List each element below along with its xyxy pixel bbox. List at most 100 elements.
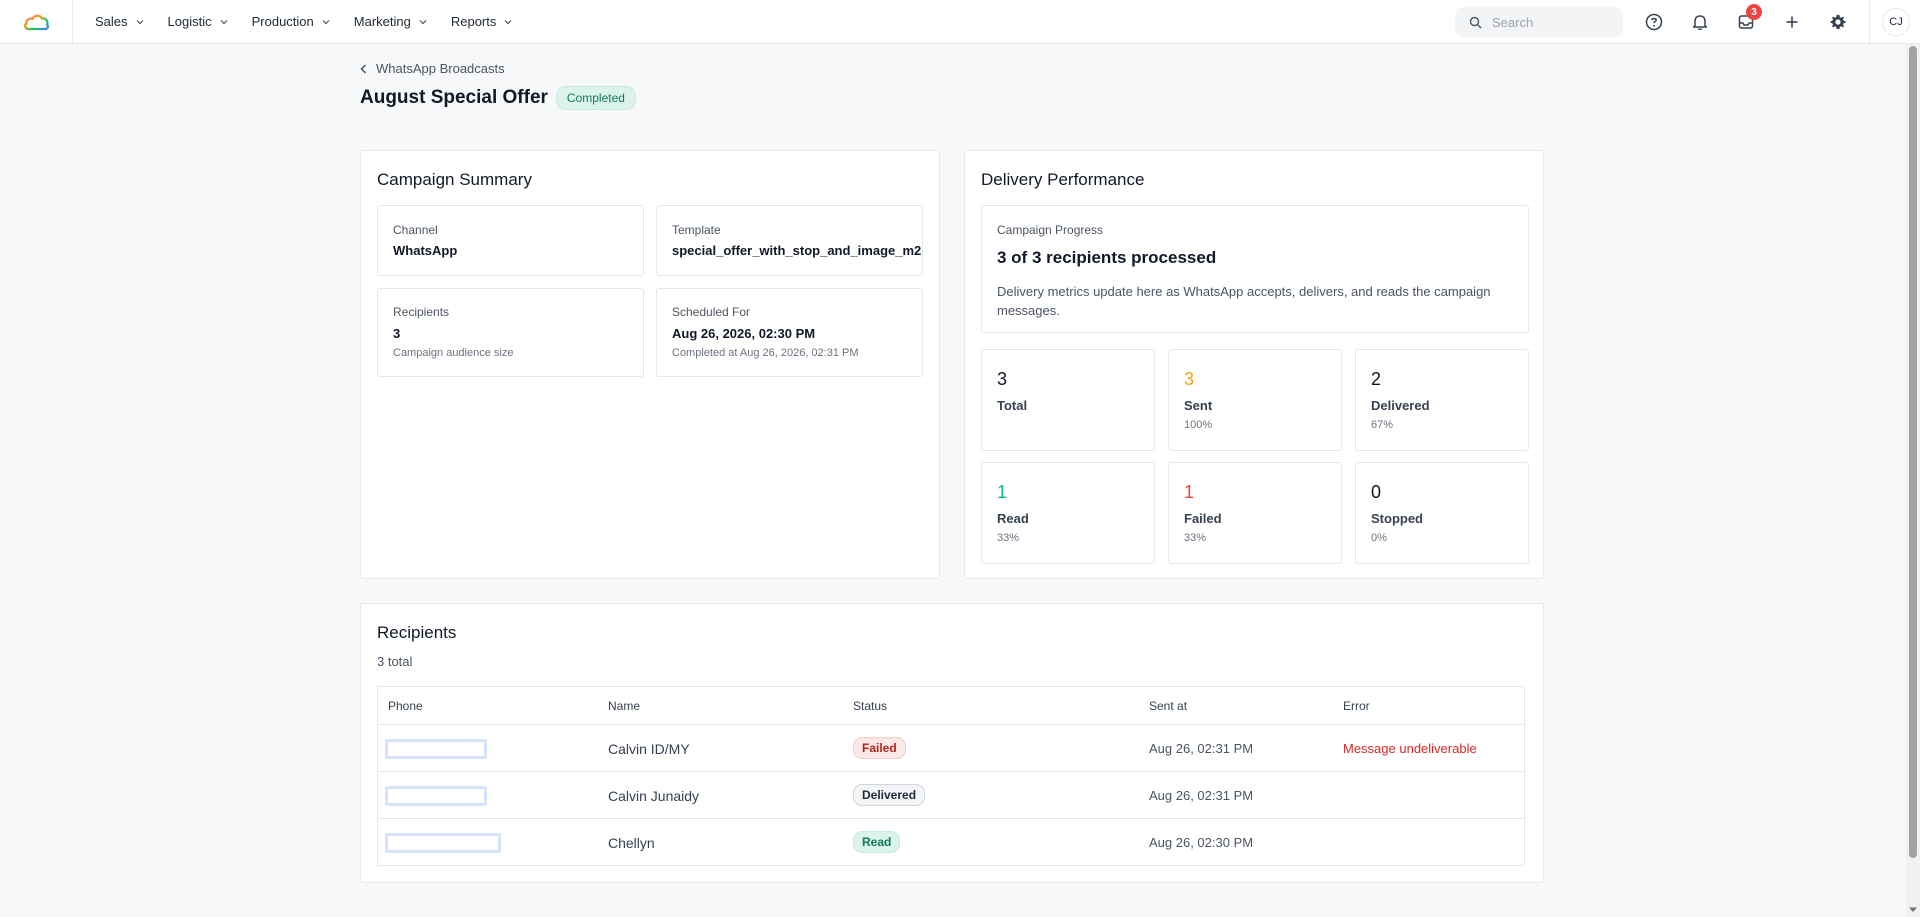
table-row[interactable]: Calvin Junaidy Delivered Aug 26, 02:31 P…: [378, 772, 1524, 819]
inbox-button[interactable]: 3: [1731, 4, 1762, 37]
inbox-badge: 3: [1746, 4, 1762, 20]
chevron-down-icon: [419, 19, 427, 24]
metric-label: Total: [997, 398, 1028, 413]
sent-at: Aug 26, 02:31 PM: [1149, 741, 1254, 756]
error-message: Message undeliverable: [1343, 741, 1477, 756]
metric-percent: 100%: [1184, 419, 1213, 431]
table-row[interactable]: Chellyn Read Aug 26, 02:30 PM: [378, 819, 1524, 866]
template-box: Template special_offer_with_stop_and_ima…: [656, 205, 923, 276]
nav-reports[interactable]: Reports: [451, 14, 513, 29]
metric-stopped: 0 Stopped 0%: [1355, 462, 1529, 564]
progress-description: Delivery metrics update here as WhatsApp…: [997, 284, 1491, 318]
nav-label: Reports: [450, 14, 497, 29]
scheduled-sub: Completed at Aug 26, 2026, 02:31 PM: [672, 347, 859, 359]
chevron-down-icon: [220, 19, 228, 24]
template-label: Template: [672, 223, 721, 237]
page-scrollbar[interactable]: [1906, 44, 1920, 917]
column-header-status[interactable]: Status: [853, 699, 888, 713]
nav-marketing[interactable]: Marketing: [354, 14, 427, 29]
recipient-name: Chellyn: [608, 835, 655, 851]
template-value: special_offer_with_stop_and_image_m259: [672, 243, 923, 258]
nav-label: Production: [251, 14, 314, 29]
recipients-count: 3 total: [377, 654, 413, 669]
recipients-title: Recipients: [377, 623, 457, 642]
phone-redacted: [385, 739, 487, 759]
column-header-sent-at[interactable]: Sent at: [1149, 699, 1188, 713]
channel-label: Channel: [393, 223, 438, 237]
metric-label: Read: [997, 511, 1029, 526]
sent-at: Aug 26, 02:30 PM: [1149, 835, 1254, 850]
nav-label: Marketing: [353, 14, 411, 29]
column-header-error[interactable]: Error: [1343, 699, 1370, 713]
recipients-value: 3: [393, 326, 401, 341]
column-header-phone[interactable]: Phone: [388, 699, 423, 713]
help-circle-icon: [1645, 13, 1663, 31]
channel-box: Channel WhatsApp: [377, 205, 644, 276]
user-menu[interactable]: CJ: [1869, 0, 1920, 44]
metric-number: 0: [1371, 482, 1382, 502]
search-input[interactable]: [1492, 14, 1612, 30]
top-right-tools: 3 CJ: [1455, 0, 1920, 44]
bell-icon: [1692, 15, 1708, 31]
delivery-performance-card: Delivery Performance Campaign Progress 3…: [964, 150, 1544, 579]
page-title: August Special Offer: [360, 87, 548, 108]
metric-total: 3 Total: [981, 349, 1155, 451]
gear-icon: [1830, 14, 1846, 29]
metric-number: 1: [1184, 482, 1195, 502]
chevron-left-icon: [360, 63, 367, 74]
page-header: August Special Offer Completed: [360, 86, 636, 110]
phone-redacted: [385, 833, 501, 853]
chevron-down-icon: [504, 19, 512, 24]
nav-label: Sales: [95, 14, 128, 29]
metric-percent: 67%: [1371, 419, 1394, 431]
status-badge: Completed: [555, 86, 636, 110]
metric-label: Delivered: [1371, 398, 1430, 413]
campaign-progress-box: Campaign Progress 3 of 3 recipients proc…: [981, 205, 1529, 333]
metric-percent: 33%: [997, 532, 1020, 544]
app-logo[interactable]: [0, 0, 73, 44]
add-button[interactable]: [1777, 7, 1807, 37]
search-box: [1455, 7, 1623, 37]
metric-number: 3: [997, 369, 1008, 389]
recipient-name: Calvin Junaidy: [608, 788, 700, 804]
column-header-name[interactable]: Name: [608, 699, 641, 713]
nav-sales[interactable]: Sales: [95, 14, 144, 29]
recipients-table: Phone Name Status Sent at Error Calvin I…: [377, 686, 1525, 866]
metric-label: Sent: [1184, 398, 1213, 413]
status-badge: Failed: [853, 737, 906, 759]
scroll-down-arrow-icon[interactable]: [1908, 906, 1918, 914]
metric-number: 2: [1371, 369, 1382, 389]
notifications-button[interactable]: [1685, 7, 1715, 37]
scrollbar-thumb[interactable]: [1909, 46, 1917, 858]
recipients-box: Recipients 3 Campaign audience size: [377, 288, 644, 377]
nav-logistic[interactable]: Logistic: [168, 14, 228, 29]
recipients-sub: Campaign audience size: [393, 347, 514, 359]
metric-delivered: 2 Delivered 67%: [1355, 349, 1529, 451]
metric-read: 1 Read 33%: [981, 462, 1155, 564]
metric-percent: 33%: [1184, 532, 1207, 544]
metric-sent: 3 Sent 100%: [1168, 349, 1342, 451]
chevron-down-icon: [322, 19, 330, 24]
main-nav: Sales Logistic Production Marketing Repo…: [95, 14, 536, 29]
campaign-summary-title: Campaign Summary: [377, 170, 532, 189]
delivery-performance-title: Delivery Performance: [981, 170, 1145, 189]
nav-production[interactable]: Production: [252, 14, 330, 29]
back-link[interactable]: WhatsApp Broadcasts: [360, 61, 505, 76]
progress-label: Campaign Progress: [997, 223, 1104, 237]
recipient-name: Calvin ID/MY: [608, 741, 690, 757]
table-row[interactable]: Calvin ID/MY Failed Aug 26, 02:31 PM Mes…: [378, 725, 1524, 772]
channel-value: WhatsApp: [393, 243, 458, 258]
sent-at: Aug 26, 02:31 PM: [1149, 788, 1254, 803]
metric-failed: 1 Failed 33%: [1168, 462, 1342, 564]
help-button[interactable]: [1639, 7, 1669, 37]
scheduled-value: Aug 26, 2026, 02:30 PM: [672, 326, 816, 341]
metric-number: 1: [997, 482, 1008, 502]
plus-icon: [1786, 16, 1798, 28]
back-link-label: WhatsApp Broadcasts: [376, 61, 505, 76]
progress-value: 3 of 3 recipients processed: [997, 248, 1217, 267]
recipients-label: Recipients: [393, 305, 450, 319]
metric-label: Stopped: [1371, 511, 1423, 526]
settings-button[interactable]: [1823, 7, 1853, 37]
search-icon: [1469, 16, 1482, 28]
inbox-icon: [1738, 15, 1754, 29]
